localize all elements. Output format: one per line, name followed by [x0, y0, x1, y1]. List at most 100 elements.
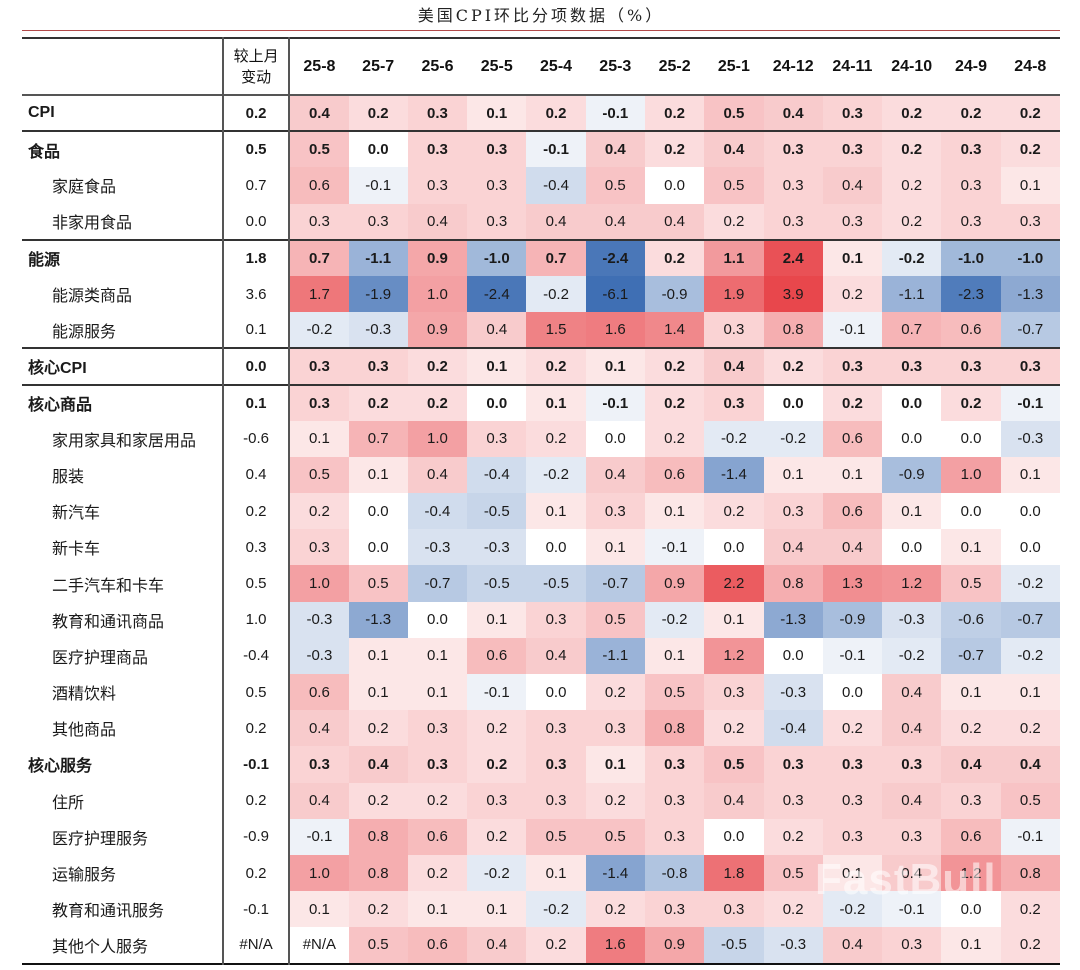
heatmap-cell: 0.3	[348, 348, 408, 385]
heatmap-cell: 0.4	[407, 203, 468, 240]
heatmap-cell: -0.2	[1000, 565, 1060, 602]
heatmap-cell: -0.5	[467, 565, 527, 602]
heatmap-cell: 0.2	[763, 348, 823, 385]
change-cell: 0.2	[221, 95, 291, 132]
heatmap-cell: 0.5	[704, 95, 764, 132]
row-label: 教育和通讯服务	[52, 903, 165, 921]
change-cell: -0.4	[221, 637, 291, 674]
heatmap-cell: 0.2	[704, 493, 764, 530]
heatmap-cell: 0.2	[882, 131, 942, 168]
heatmap-cell: 0.1	[941, 927, 1001, 964]
heatmap-cell: 0.3	[763, 746, 823, 783]
heatmap-cell: 0.3	[644, 818, 705, 855]
heatmap-cell: 0.0	[704, 529, 764, 566]
heatmap-cell: 0.1	[348, 637, 408, 674]
table-row: 教育和通讯服务 -0.1 0.1 0.2 0.1 0.1 -0.2 0.2 0.3 0.3 0.2-…	[22, 891, 1060, 928]
heatmap-cell: -0.2	[1000, 637, 1060, 674]
heatmap-cell: 0.2	[1000, 95, 1060, 132]
heatmap-cell: -1.3	[763, 601, 823, 638]
heatmap-cell: 0.2	[763, 818, 823, 855]
heatmap-cell: 0.2	[644, 239, 705, 276]
row-label: 家庭食品	[52, 179, 117, 197]
table-row: CPI 0.2 0.4 0.2 0.3 0.1 0.2 -0.1 0.2 0.5 0.4 0.3 0.2…	[22, 95, 1060, 132]
heatmap-cell: 0.4	[822, 927, 883, 964]
table-row: 能源类商品 3.6 1.7 -1.9 1.0 -2.4 -0.2 -6.1 -0.9 1.9 3.9…	[22, 275, 1060, 313]
heatmap-cell: -1.3	[1000, 275, 1060, 313]
change-cell: -0.6	[221, 420, 291, 457]
change-cell: #N/A	[221, 927, 291, 964]
heatmap-cell: 0.3	[763, 203, 823, 240]
row-label: 食品	[28, 143, 61, 161]
heatmap-cell: 0.5	[289, 131, 349, 168]
heatmap-cell: -0.1	[348, 167, 408, 204]
heatmap-cell: 0.3	[289, 529, 349, 566]
heatmap-cell: 0.0	[526, 529, 586, 566]
heatmap-cell: -0.7	[407, 565, 468, 602]
table-row: 新汽车 0.2 0.2 0.0 -0.4 -0.5 0.1 0.3 0.1 0.2 0.3 0.6 0.…	[22, 493, 1060, 530]
table-row: 核心服务 -0.1 0.3 0.4 0.3 0.2 0.3 0.1 0.3 0.5 0.3 0.3 0.…	[22, 746, 1060, 783]
heatmap-cell: -0.1	[644, 529, 705, 566]
table-row: 新卡车 0.3 0.3 0.0 -0.3 -0.3 0.0 0.1 -0.1 0.0 0.4 0.4 0…	[22, 529, 1060, 566]
heatmap-cell: 0.1	[467, 95, 527, 132]
heatmap-cell: 0.3	[704, 891, 764, 928]
row-label: 非家用食品	[52, 215, 133, 233]
heatmap-cell: -0.2	[289, 312, 349, 349]
heatmap-cell: -0.9	[882, 456, 942, 494]
heatmap-cell: 0.0	[763, 384, 823, 421]
heatmap-cell: 0.3	[941, 348, 1001, 385]
heatmap-cell: 1.3	[822, 565, 883, 602]
heatmap-cell: 0.2	[348, 891, 408, 928]
heatmap-cell: 0.3	[467, 167, 527, 204]
row-label: 新汽车	[52, 505, 101, 523]
heatmap-cell: -0.3	[348, 312, 408, 349]
heatmap-cell: -0.3	[763, 674, 823, 711]
heatmap-cell: -2.3	[941, 275, 1001, 313]
heatmap-cell: 0.4	[585, 456, 645, 494]
heatmap-cell: 0.4	[822, 529, 883, 566]
heatmap-cell: 0.1	[467, 601, 527, 638]
header-month: 24-9	[954, 57, 988, 75]
heatmap-cell: 1.0	[941, 456, 1001, 494]
row-label: 酒精饮料	[52, 686, 117, 704]
heatmap-cell: 0.4	[704, 131, 764, 168]
row-label: 二手汽车和卡车	[52, 577, 165, 595]
heatmap-cell: 0.3	[407, 746, 468, 783]
heatmap-cell: 0.2	[407, 348, 468, 385]
heatmap-cell: 0.5	[348, 565, 408, 602]
header-change: 较上月 变动	[221, 38, 291, 95]
heatmap-cell: 0.3	[407, 131, 468, 168]
heatmap-cell: 0.5	[763, 854, 823, 892]
heatmap-cell: 1.6	[585, 312, 645, 349]
heatmap-cell: -0.2	[526, 456, 586, 494]
change-cell: 0.0	[221, 348, 291, 385]
heatmap-cell: 0.3	[407, 710, 468, 747]
heatmap-cell: -0.2	[526, 275, 586, 313]
heatmap-cell: 0.8	[763, 565, 823, 602]
heatmap-cell: 0.2	[644, 348, 705, 385]
heatmap-cell: 0.6	[822, 420, 883, 457]
table-row: 家用家具和家居用品 -0.6 0.1 0.7 1.0 0.3 0.2 0.0 0.2 -0.2 -0…	[22, 420, 1060, 457]
heatmap-cell: 0.3	[289, 203, 349, 240]
heatmap-cell: 0.3	[882, 348, 942, 385]
table-row: 服装 0.4 0.5 0.1 0.4 -0.4 -0.2 0.4 0.6 -1.4 0.1 0.1 -0…	[22, 456, 1060, 494]
heatmap-cell: 0.1	[407, 891, 468, 928]
heatmap-cell: 0.2	[763, 891, 823, 928]
heatmap-cell: 0.9	[644, 927, 705, 964]
heatmap-cell: 0.4	[882, 710, 942, 747]
heatmap-cell: -0.2	[644, 601, 705, 638]
heatmap-cell: 0.7	[882, 312, 942, 349]
change-cell: 0.2	[221, 493, 291, 530]
heatmap-cell: 0.2	[822, 384, 883, 421]
heatmap-cell: 0.3	[1000, 348, 1060, 385]
heatmap-cell: -0.9	[822, 601, 883, 638]
heatmap-cell: 0.5	[704, 746, 764, 783]
heatmap-cell: -0.1	[882, 891, 942, 928]
change-cell: 0.3	[221, 529, 291, 566]
heatmap-cell: 0.2	[348, 95, 408, 132]
heatmap-cell: 0.6	[644, 456, 705, 494]
heatmap-cell: 0.6	[822, 493, 883, 530]
chart-title: 美国CPI环比分项数据（%）	[417, 6, 665, 25]
heatmap-cell: 0.1	[526, 493, 586, 530]
heatmap-cell: 0.1	[289, 420, 349, 457]
heatmap-cell: 0.9	[407, 312, 468, 349]
